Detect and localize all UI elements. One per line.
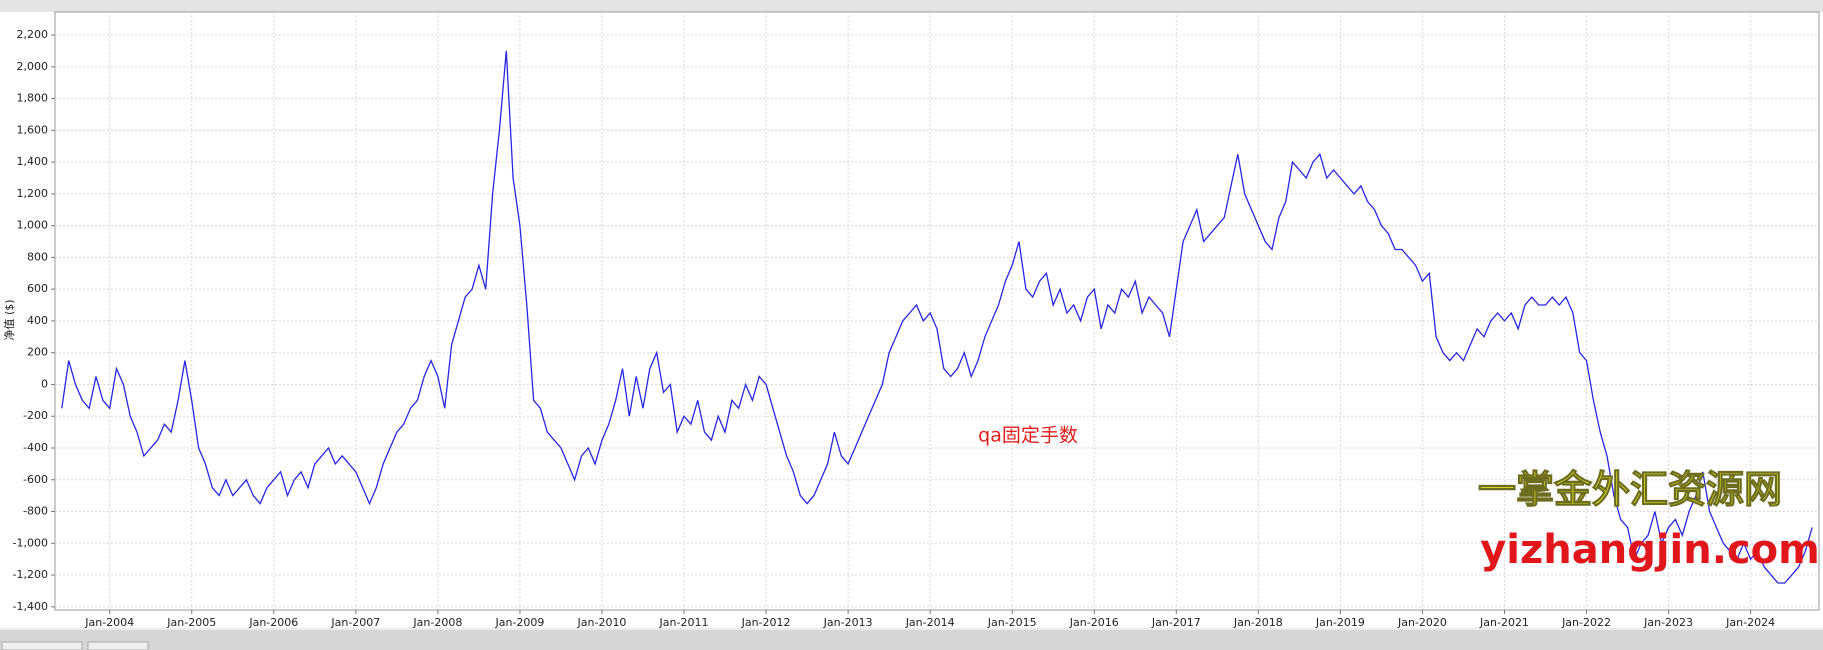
- tab-strip: [0, 0, 1823, 12]
- x-tick-label: Jan-2007: [330, 616, 380, 629]
- watermark: 一掌金外汇资源网: [1478, 468, 1782, 512]
- y-tick-label: 800: [27, 250, 48, 263]
- status-bar: [0, 630, 1823, 650]
- x-tick-label: Jan-2006: [248, 616, 298, 629]
- y-tick-label: 2,000: [17, 60, 49, 73]
- x-tick-label: Jan-2020: [1397, 616, 1447, 629]
- x-tick-label: Jan-2016: [1069, 616, 1119, 629]
- y-tick-label: -1,000: [13, 536, 48, 549]
- y-tick-label: 1,600: [17, 123, 49, 136]
- y-tick-label: -600: [23, 473, 48, 486]
- annotation: qa固定手数: [978, 425, 1078, 447]
- y-tick-label: -800: [23, 505, 48, 518]
- y-tick-label: 1,800: [17, 92, 49, 105]
- y-axis-label: 净值 ($): [2, 299, 16, 340]
- y-tick-label: 1,400: [17, 155, 49, 168]
- equity-line: [61, 50, 1813, 584]
- x-tick-label: Jan-2008: [412, 616, 462, 629]
- x-tick-label: Jan-2022: [1561, 616, 1611, 629]
- y-tick-label: -400: [23, 441, 48, 454]
- x-tick-label: Jan-2024: [1725, 616, 1775, 629]
- y-tick-label: 0: [41, 377, 48, 390]
- x-tick-label: Jan-2017: [1151, 616, 1201, 629]
- plot-area: [54, 11, 1820, 611]
- bottom-tab[interactable]: [87, 641, 149, 650]
- y-tick-label: 2,200: [17, 28, 49, 41]
- x-tick-label: Jan-2009: [494, 616, 544, 629]
- x-tick-label: Jan-2013: [823, 616, 873, 629]
- y-tick-label: 400: [27, 314, 48, 327]
- bottom-tab[interactable]: [1, 641, 83, 650]
- x-tick-label: Jan-2019: [1315, 616, 1365, 629]
- y-tick-label: 1,000: [17, 219, 49, 232]
- x-tick-label: Jan-2011: [659, 616, 709, 629]
- y-tick-label: -1,200: [13, 568, 48, 581]
- x-tick-label: Jan-2021: [1479, 616, 1529, 629]
- y-tick-label: -1,400: [13, 600, 48, 613]
- watermark: yizhangjin.com: [1480, 527, 1820, 573]
- y-tick-label: 200: [27, 346, 48, 359]
- y-tick-label: -200: [23, 409, 48, 422]
- y-tick-label: 1,200: [17, 187, 49, 200]
- x-tick-label: Jan-2004: [84, 616, 134, 629]
- x-tick-label: Jan-2014: [905, 616, 955, 629]
- x-tick-label: Jan-2023: [1643, 616, 1693, 629]
- x-tick-label: Jan-2005: [166, 616, 216, 629]
- x-tick-label: Jan-2018: [1233, 616, 1283, 629]
- y-tick-label: 600: [27, 282, 48, 295]
- x-tick-label: Jan-2012: [741, 616, 791, 629]
- x-tick-label: Jan-2010: [577, 616, 627, 629]
- x-tick-label: Jan-2015: [987, 616, 1037, 629]
